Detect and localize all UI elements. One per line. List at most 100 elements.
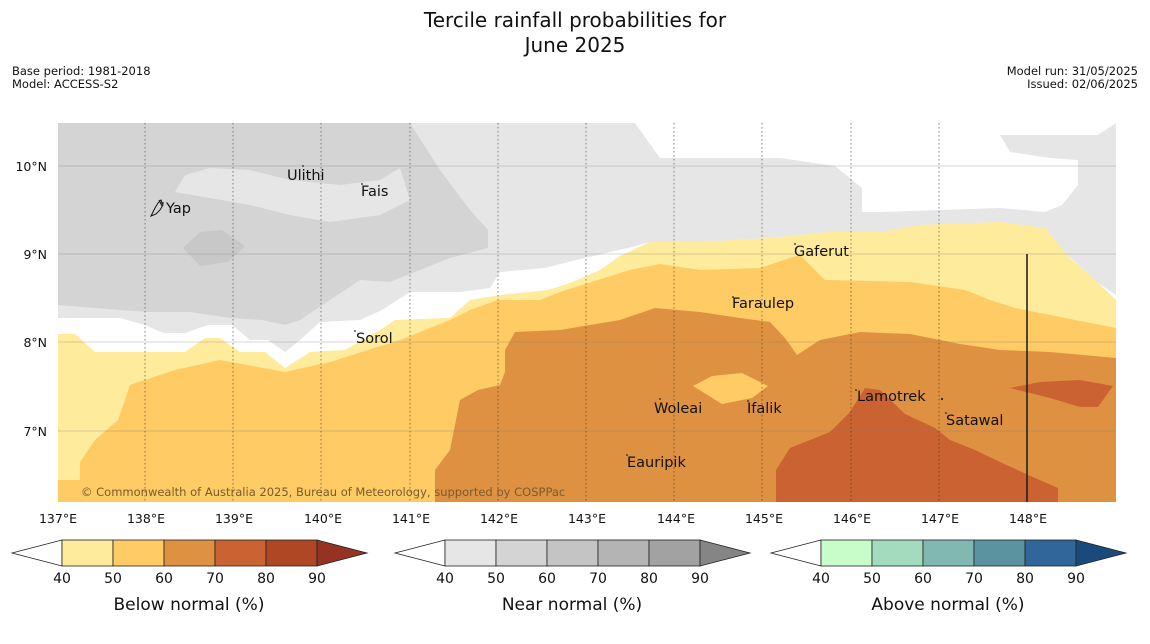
woleai-marker [659,398,661,400]
label-faraulep: Faraulep [732,296,794,312]
below-tick-50: 50 [104,571,122,587]
below-tick-80: 80 [257,571,275,587]
label-yap: Yap [165,201,191,217]
title-line-2: June 2025 [524,33,626,57]
label-gaferut: Gaferut [794,244,849,260]
above-swatch-70 [973,539,1026,567]
label-fais: Fais [361,184,388,200]
near-swatch-40 [444,539,497,567]
lon-label-141e: 141°E [392,511,430,526]
near-swatch-70 [597,539,650,567]
label-ulithi: Ulithi [287,168,325,184]
above-tick-70: 70 [965,571,983,587]
above-tick-90: 90 [1067,571,1085,587]
lat-label-9n: 9°N [23,247,47,262]
title-line-1: Tercile rainfall probabilities for [423,8,727,32]
below-swatch-80 [265,539,318,567]
above-swatch-60 [922,539,975,567]
above-swatch-80 [1024,539,1077,567]
lon-label-139e: 139°E [215,511,253,526]
lon-label-142e: 142°E [480,511,518,526]
sorol-marker [354,330,356,332]
lon-label-138e: 138°E [127,511,165,526]
below-normal-60-hole [693,373,768,404]
below-swatch-40 [61,539,114,567]
eauripik-marker [626,454,628,456]
below-normal-80-region [776,388,1058,502]
lon-label-140e: 140°E [304,511,342,526]
lamotrek-marker [855,389,857,391]
base-period: Base period: 1981-2018 [12,64,151,78]
label-lamotrek: Lamotrek [857,389,926,405]
model-run: Model run: 31/05/2025 [1006,64,1138,78]
island-markers [302,165,947,456]
issued-date: Issued: 02/06/2025 [1027,77,1138,91]
legend-below-normal: 40 50 60 70 80 90 Below normal (%) [10,539,369,615]
legend-near-normal: 40 50 60 70 80 90 Near normal (%) [393,539,752,615]
near-swatch-50 [495,539,548,567]
near-normal-60-inner-clear [175,168,410,222]
near-tick-40: 40 [436,571,454,587]
longitude-labels: 137°E 138°E 139°E 140°E 141°E 142°E 143°… [39,511,1047,526]
lamotrek-east-marker [940,397,944,401]
label-sorol: Sorol [356,331,393,347]
near-normal-label: Near normal (%) [502,595,642,615]
near-swatch-under [393,539,446,567]
near-tick-50: 50 [487,571,505,587]
below-swatch-60 [163,539,216,567]
above-swatch-50 [871,539,924,567]
below-normal-80-region-east [1010,380,1113,407]
lon-label-137e: 137°E [39,511,77,526]
above-swatch-under [769,539,822,567]
lon-label-146e: 146°E [833,511,871,526]
fais-marker [361,183,363,185]
gaferut-marker [794,243,796,245]
place-labels: Yap Ulithi Fais Gaferut Faraulep Sorol W… [165,168,1003,471]
ulithi-marker [302,165,304,167]
yap-island-icon [149,199,164,217]
below-normal-label: Below normal (%) [114,595,265,615]
lat-label-8n: 8°N [23,335,47,350]
below-swatch-under [10,539,63,567]
below-tick-60: 60 [155,571,173,587]
below-swatch-70 [214,539,267,567]
meta-right: Model run: 31/05/2025 Issued: 02/06/2025 [1007,65,1138,91]
near-tick-80: 80 [640,571,658,587]
label-eauripik: Eauripik [627,455,686,471]
legend-above-normal: 40 50 60 70 80 90 Above normal (%) [769,539,1128,615]
above-swatch-40 [820,539,873,567]
near-normal-70-region [183,230,245,266]
below-tick-90: 90 [308,571,326,587]
faraulep-marker [732,296,734,298]
above-tick-50: 50 [863,571,881,587]
latitude-gridlines [58,165,1116,432]
lon-label-144e: 144°E [657,511,695,526]
lon-label-145e: 145°E [745,511,783,526]
label-woleai: Woleai [654,401,702,417]
satawal-marker [945,412,947,414]
near-swatch-60 [546,539,599,567]
lat-label-7n: 7°N [23,424,47,439]
lon-label-143e: 143°E [568,511,606,526]
near-tick-60: 60 [538,571,556,587]
near-swatch-80 [648,539,701,567]
label-ifalik: Ifalik [747,401,782,417]
above-tick-40: 40 [812,571,830,587]
label-satawal: Satawal [946,413,1003,429]
below-swatch-50 [112,539,165,567]
near-tick-90: 90 [691,571,709,587]
above-normal-label: Above normal (%) [871,595,1024,615]
above-tick-80: 80 [1016,571,1034,587]
map-title: Tercile rainfall probabilities for June … [0,8,1150,58]
below-tick-40: 40 [53,571,71,587]
above-tick-60: 60 [914,571,932,587]
longitude-gridlines [144,123,940,502]
below-swatch-over [316,539,369,567]
above-swatch-over [1075,539,1128,567]
model-name: Model: ACCESS-S2 [12,77,119,91]
lon-label-148e: 148°E [1009,511,1047,526]
map-plot: Yap Ulithi Fais Gaferut Faraulep Sorol W… [15,123,1116,526]
ifalik-marker [747,400,749,402]
latitude-labels: 10°N 9°N 8°N 7°N [15,159,47,439]
